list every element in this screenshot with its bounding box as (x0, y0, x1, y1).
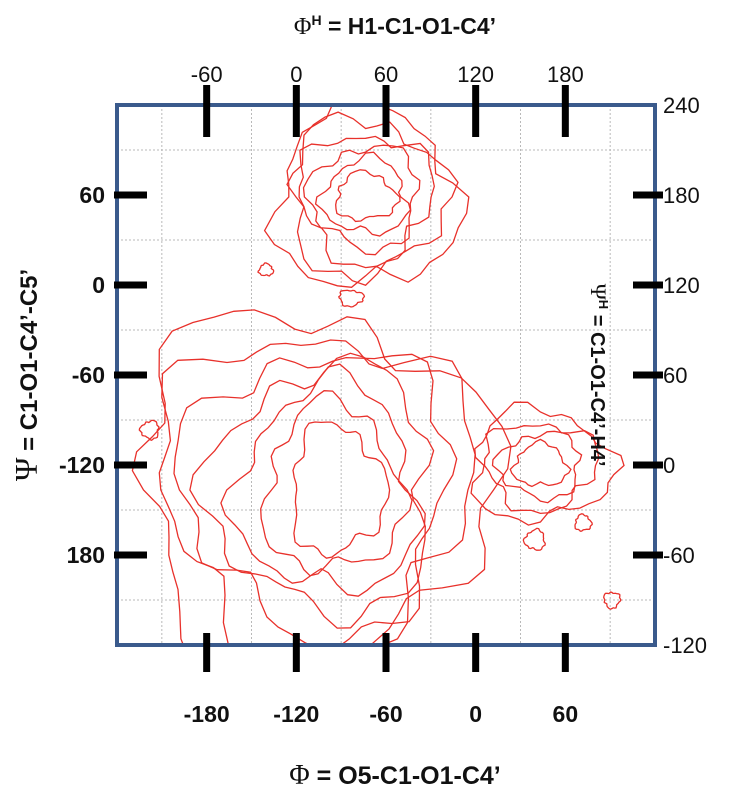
right-axis-title: ΨH = C1-O1-C4’-H4’ (586, 284, 611, 467)
bottom-axis-symbol: Φ (289, 760, 309, 791)
contour-right (491, 430, 583, 504)
bottom-tick-label: -180 (184, 701, 230, 727)
contour-island (338, 289, 366, 308)
top-axis-symbol: Φ (294, 14, 312, 40)
right-tick-label: 180 (663, 183, 700, 208)
left-axis-label: = C1-O1-C4’-C5’ (16, 269, 43, 458)
top-tick-label: 120 (457, 62, 494, 87)
tick-labels: -180 -120 -60 0 60 -60 0 60 120 180 60 0 -60 -120 180 2… (59, 62, 707, 727)
left-tick-label: 180 (67, 542, 105, 568)
right-tick-label: 0 (663, 453, 675, 478)
contour-upper (314, 151, 412, 237)
contour-upper (263, 105, 470, 288)
contour-island (138, 419, 160, 442)
right-tick-label: 120 (663, 273, 700, 298)
contour-lower (260, 390, 413, 577)
contour-upper (298, 135, 435, 269)
contour-island (574, 513, 593, 532)
top-axis-label: = H1-C1-O1-C4’ (322, 13, 496, 39)
contour-upper (335, 169, 401, 223)
contour-lower (131, 309, 512, 645)
left-axis-title: Ψ = C1-O1-C4’-C5’ (8, 269, 44, 481)
left-tick-label: 0 (92, 272, 105, 298)
right-tick-label: 240 (663, 93, 700, 118)
bottom-tick-label: 60 (553, 701, 579, 727)
right-tick-label: -120 (663, 633, 707, 658)
right-axis-superscript: H (596, 300, 611, 309)
top-tick-label: 180 (547, 62, 584, 87)
right-axis-symbol: Ψ (586, 284, 611, 301)
bottom-axis-title: Φ = O5-C1-O1-C4’ (289, 760, 501, 791)
right-tick-label: 60 (663, 363, 687, 388)
left-axis-symbol: Ψ (8, 457, 44, 481)
bottom-tick-label: 0 (469, 701, 482, 727)
bottom-axis-label: = O5-C1-O1-C4’ (310, 762, 501, 790)
gridlines (117, 105, 655, 645)
contour-lower (158, 339, 476, 645)
contour-right (509, 438, 572, 488)
left-tick-label: -120 (59, 452, 105, 478)
top-axis-title: ΦH = H1-C1-O1-C4’ (294, 12, 496, 40)
left-tick-label: -60 (72, 362, 105, 388)
contour-right (483, 423, 600, 515)
tick-marks (114, 85, 663, 672)
right-axis-label: = C1-O1-C4’-H4’ (586, 309, 608, 466)
top-tick-label: -60 (191, 62, 223, 87)
top-tick-label: 0 (290, 62, 302, 87)
contour-upper (286, 111, 459, 286)
top-axis-superscript: H (311, 12, 321, 28)
bottom-tick-label: -120 (273, 701, 319, 727)
contour-lower (220, 363, 426, 597)
contour-island (257, 262, 275, 277)
bottom-tick-label: -60 (369, 701, 402, 727)
contour-upper (302, 144, 421, 256)
contour-island (522, 527, 546, 551)
left-tick-label: 60 (79, 182, 105, 208)
contour-island (603, 591, 622, 610)
contour-lines (131, 105, 625, 645)
contour-lower (189, 352, 435, 629)
top-tick-label: 60 (374, 62, 398, 87)
contour-lower (292, 421, 391, 559)
contour-lower (173, 353, 458, 645)
right-tick-label: -60 (663, 543, 695, 568)
